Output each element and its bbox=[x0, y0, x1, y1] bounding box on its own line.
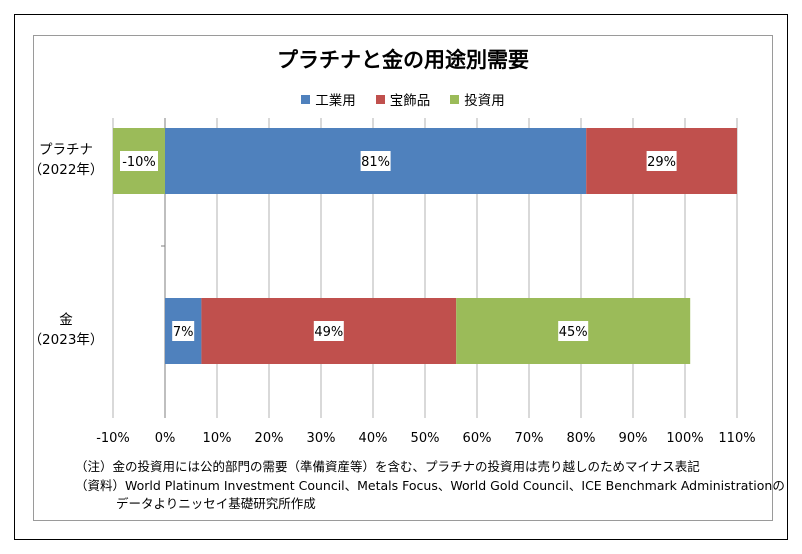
x-tick-label: 10% bbox=[203, 431, 232, 446]
legend-swatch-jewelry bbox=[375, 94, 385, 104]
chart-title: プラチナと金の用途別需要 bbox=[277, 48, 529, 72]
data-label-box bbox=[558, 321, 589, 341]
data-label-box bbox=[313, 321, 344, 341]
legend-swatch-investment bbox=[450, 94, 460, 104]
data-label-box bbox=[360, 151, 391, 171]
category-label-platinum: プラチナ （2022年） bbox=[26, 140, 106, 180]
category-year-platinum: （2022年） bbox=[28, 162, 104, 178]
category-year-gold: （2023年） bbox=[28, 332, 104, 348]
legend: 工業用 宝飾品 投資用 bbox=[33, 89, 773, 109]
x-tick-label: 50% bbox=[411, 431, 440, 446]
legend-item-jewelry: 宝飾品 bbox=[375, 89, 431, 109]
data-label: -10% bbox=[122, 155, 156, 170]
x-tick-label: 0% bbox=[155, 431, 176, 446]
x-tick-label: 60% bbox=[463, 431, 492, 446]
chart-area bbox=[33, 35, 773, 521]
data-label: 49% bbox=[314, 325, 343, 340]
x-tick-label: 30% bbox=[307, 431, 336, 446]
category-label-gold: 金 （2023年） bbox=[26, 310, 106, 350]
legend-label-investment: 投資用 bbox=[464, 93, 505, 109]
legend-label-industrial: 工業用 bbox=[315, 93, 356, 109]
x-tick-label: 70% bbox=[515, 431, 544, 446]
legend-swatch-industrial bbox=[301, 94, 311, 104]
note-line-2: （資料）World Platinum Investment Council、Me… bbox=[75, 477, 785, 493]
x-tick-label: 110% bbox=[718, 431, 755, 446]
data-label: 7% bbox=[173, 325, 194, 340]
note-line-3: データよりニッセイ基礎研究所作成 bbox=[116, 496, 316, 511]
notes: （注）金の投資用には公的部門の需要（準備資産等）を含む、プラチナの投資用は売り越… bbox=[75, 458, 785, 514]
legend-label-jewelry: 宝飾品 bbox=[389, 93, 431, 109]
legend-item-industrial: 工業用 bbox=[301, 89, 356, 109]
note-line-1: （注）金の投資用には公的部門の需要（準備資産等）を含む、プラチナの投資用は売り越… bbox=[75, 459, 700, 474]
category-name-platinum: プラチナ bbox=[39, 142, 93, 158]
data-label: 29% bbox=[647, 155, 676, 170]
x-tick-label: 80% bbox=[567, 431, 596, 446]
data-label: 45% bbox=[559, 325, 588, 340]
x-tick-label: 40% bbox=[359, 431, 388, 446]
x-tick-label: 100% bbox=[666, 431, 703, 446]
data-label-box bbox=[646, 151, 677, 171]
x-tick-label: 90% bbox=[619, 431, 648, 446]
x-tick-label: 20% bbox=[255, 431, 284, 446]
legend-item-investment: 投資用 bbox=[450, 89, 505, 109]
data-label: 81% bbox=[361, 155, 390, 170]
data-label-box bbox=[172, 321, 195, 341]
x-tick-label: -10% bbox=[96, 431, 130, 446]
category-name-gold: 金 bbox=[59, 312, 73, 328]
data-label-box bbox=[120, 151, 158, 171]
